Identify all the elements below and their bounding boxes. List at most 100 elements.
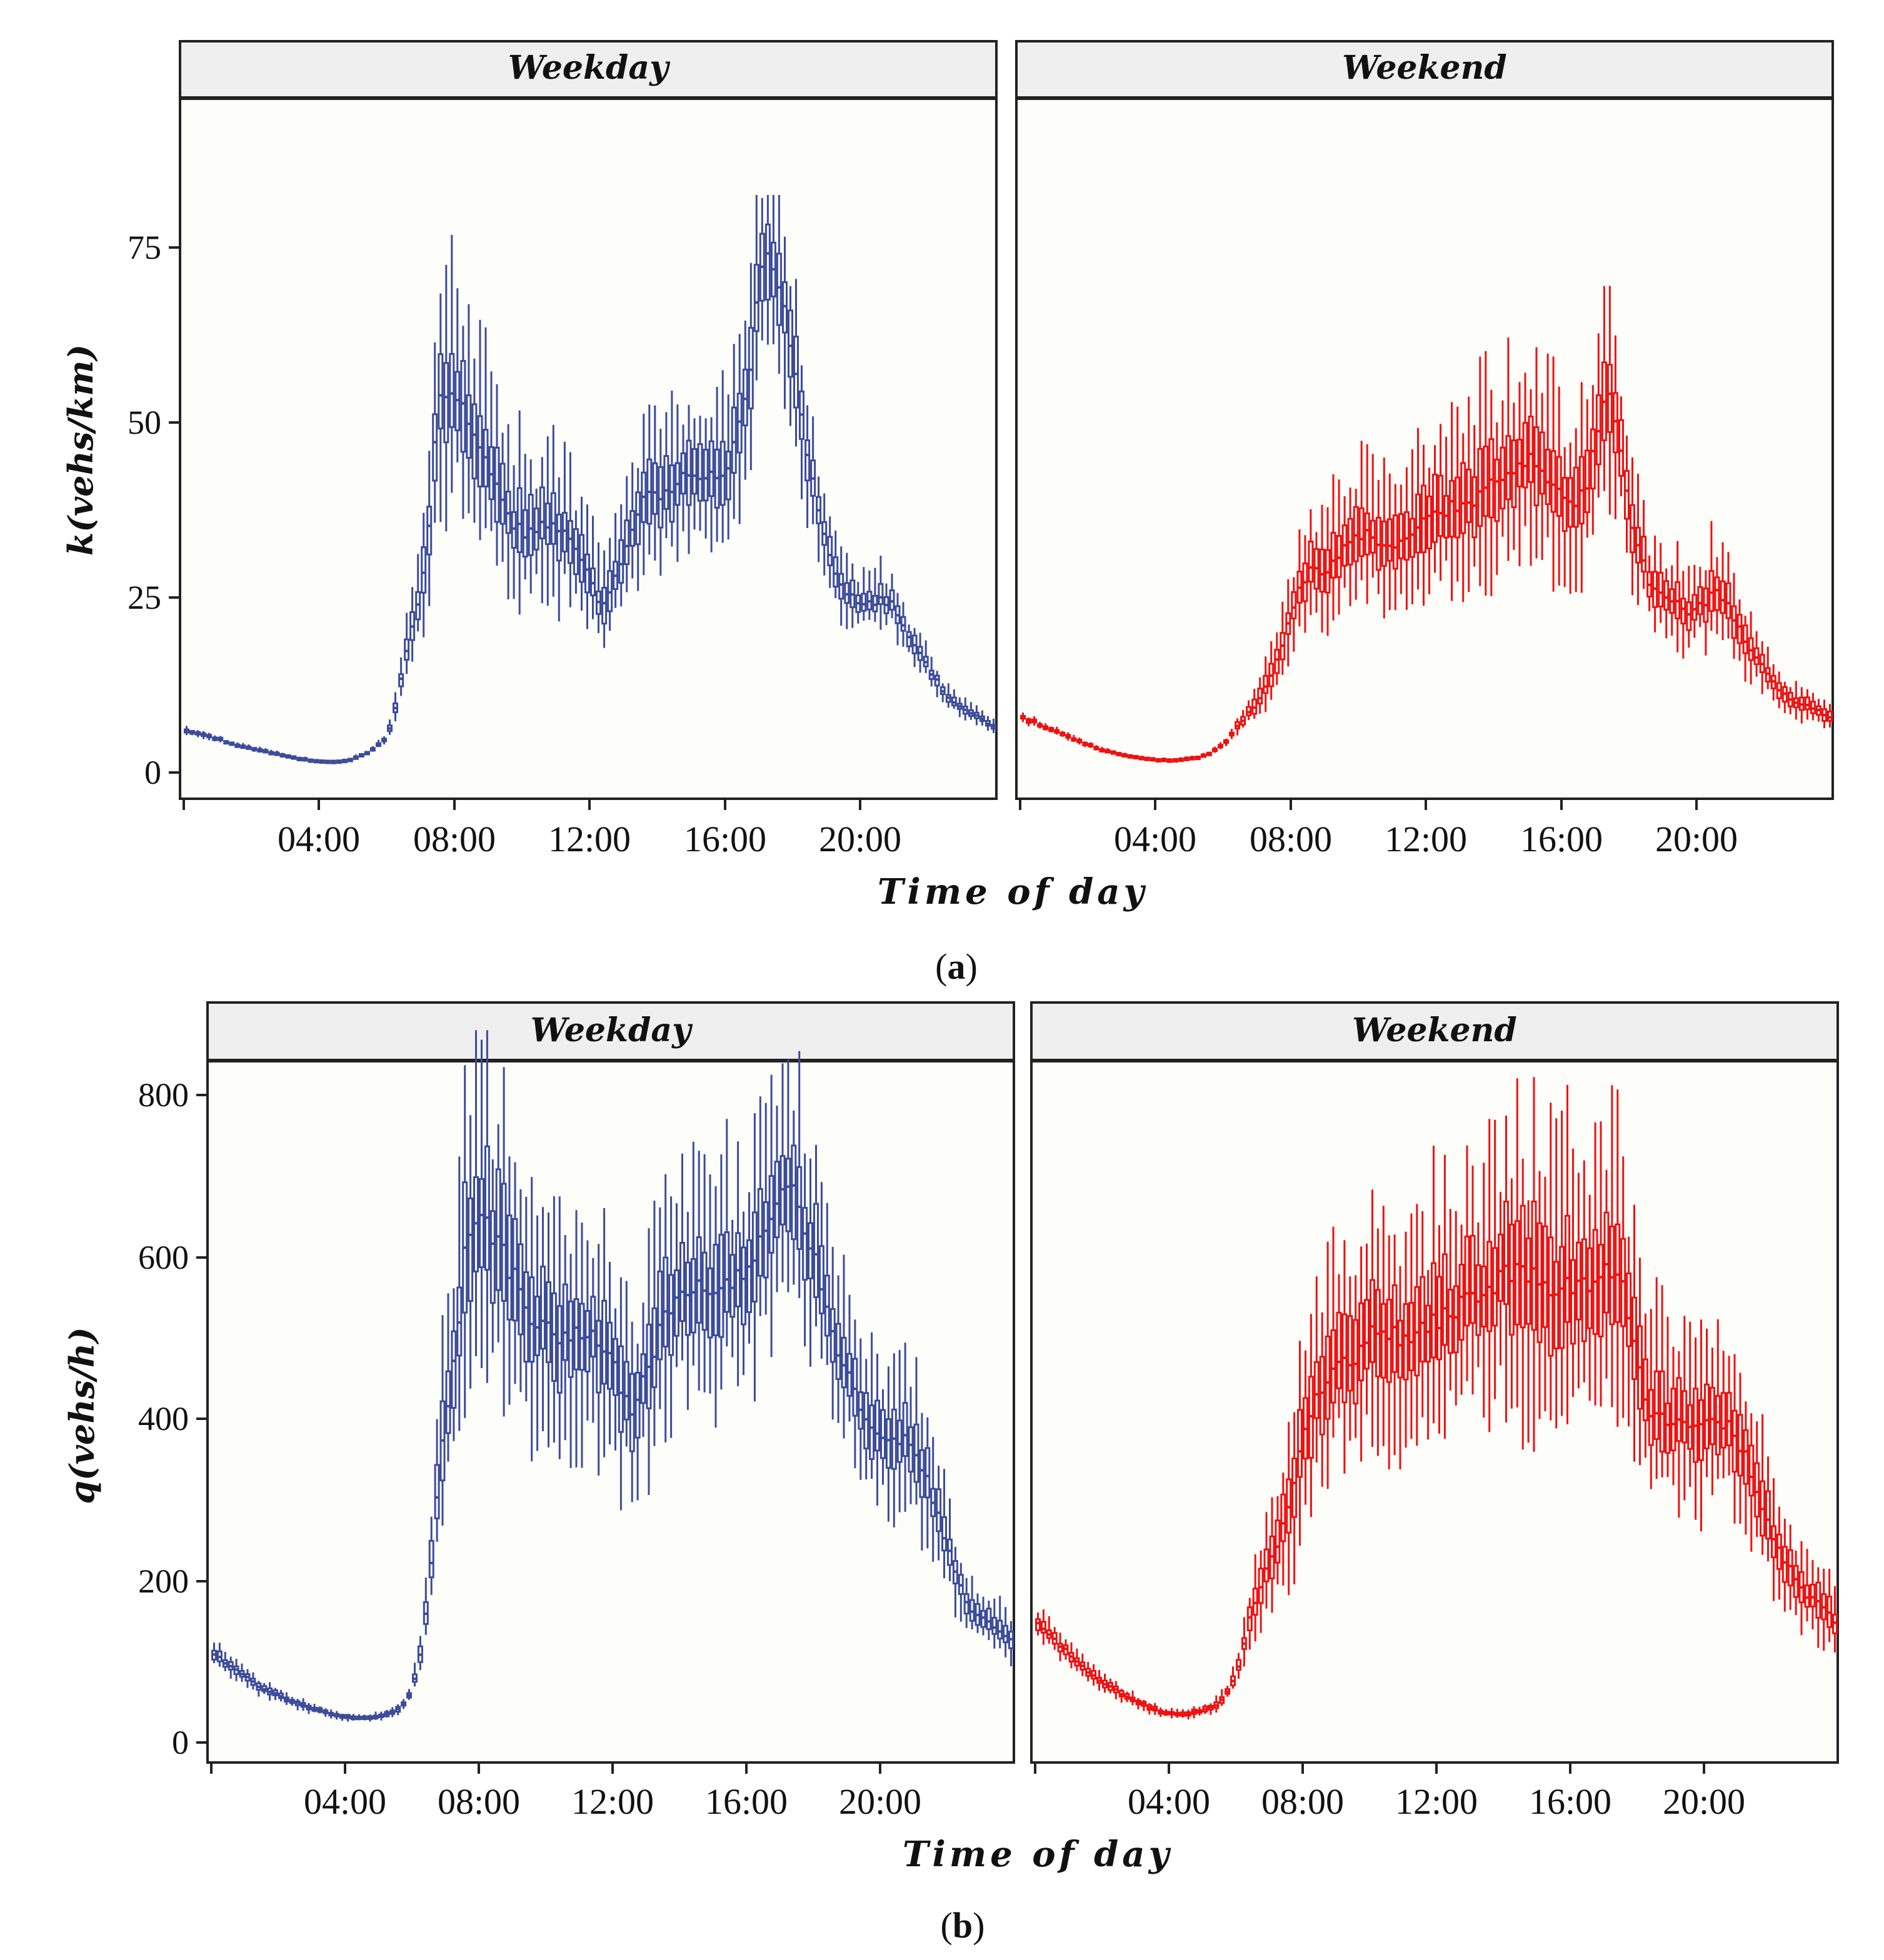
- box: [936, 1488, 942, 1532]
- y-tick-label-b-200: 200: [138, 1562, 189, 1600]
- box: [1364, 512, 1370, 556]
- box: [1548, 1236, 1554, 1357]
- box: [561, 511, 568, 552]
- box: [1403, 1303, 1409, 1381]
- box: [1263, 1548, 1270, 1582]
- box: [668, 1274, 674, 1356]
- box: [1308, 541, 1314, 583]
- box: [426, 506, 433, 556]
- chart-a: k(vehs/km) Weekday 0 25 50 75: [61, 40, 1834, 987]
- box: [534, 1296, 541, 1356]
- box: [1336, 1311, 1342, 1389]
- y-axis-title-b: q(vehs/h): [62, 1327, 102, 1504]
- box: [421, 546, 427, 594]
- box: [1559, 1246, 1565, 1349]
- box: [852, 1358, 858, 1417]
- box: [684, 1261, 691, 1336]
- y-axis-title-a: k(vehs/km): [61, 344, 101, 556]
- box: [880, 1409, 886, 1459]
- x-axis-a-weekend: 04:00 08:00 12:00 16:00 20:00: [1019, 800, 1738, 859]
- box: [1691, 594, 1698, 621]
- box: [640, 1353, 646, 1404]
- y-tick-label-b-0: 0: [172, 1724, 189, 1761]
- box: [567, 520, 573, 564]
- box: [1832, 1613, 1838, 1634]
- x-tick-label-a-weekend-1200: 12:00: [1385, 819, 1467, 859]
- box: [1319, 1356, 1325, 1436]
- box: [841, 1336, 847, 1389]
- box: [1522, 422, 1528, 489]
- box: [1252, 1588, 1258, 1616]
- box: [1257, 688, 1263, 705]
- box: [1319, 548, 1325, 593]
- box: [1595, 394, 1601, 466]
- boxplot-marks-b-weekday: [211, 1030, 1014, 1722]
- box: [460, 360, 466, 453]
- box: [1742, 624, 1748, 654]
- box: [1556, 456, 1562, 517]
- box: [1449, 480, 1455, 538]
- box: [516, 487, 523, 553]
- box: [1781, 1546, 1788, 1583]
- box: [1737, 1414, 1743, 1477]
- box: [1550, 450, 1556, 513]
- y-axis-a: 0 25 50 75: [128, 229, 180, 791]
- box: [1370, 1279, 1375, 1363]
- box: [618, 1345, 624, 1433]
- box: [833, 556, 839, 588]
- box: [1539, 431, 1545, 495]
- boxplot-marks-b-weekend: [1035, 1077, 1838, 1720]
- strip-b-weekend: [1030, 1001, 1839, 1061]
- box: [708, 440, 714, 498]
- box: [718, 1234, 724, 1338]
- box: [804, 439, 811, 482]
- box: [1715, 1395, 1721, 1456]
- box: [1698, 1399, 1704, 1461]
- box: [528, 494, 534, 556]
- box: [768, 1175, 774, 1254]
- box: [1470, 1234, 1476, 1324]
- box: [1570, 1259, 1576, 1345]
- box: [1477, 448, 1483, 528]
- box: [793, 336, 799, 409]
- box: [1609, 1226, 1615, 1326]
- box: [1453, 1285, 1459, 1354]
- box: [742, 368, 748, 427]
- box: [428, 1539, 434, 1579]
- box: [1704, 1383, 1710, 1449]
- box: [861, 592, 867, 612]
- box: [663, 1256, 669, 1348]
- box: [1386, 518, 1393, 562]
- box: [539, 486, 545, 540]
- box: [908, 1426, 914, 1473]
- y-tick-label-b-600: 600: [138, 1239, 189, 1276]
- box: [906, 631, 912, 648]
- box: [1573, 466, 1579, 528]
- box: [1659, 1370, 1665, 1453]
- box: [1561, 477, 1568, 532]
- box: [601, 586, 608, 625]
- box: [1381, 520, 1387, 567]
- box: [584, 553, 590, 594]
- box: [1035, 1618, 1041, 1631]
- box: [432, 413, 438, 482]
- box: [1624, 469, 1630, 520]
- box: [1498, 1233, 1503, 1302]
- box: [556, 1305, 563, 1394]
- box: [1466, 468, 1472, 523]
- box: [623, 1361, 629, 1421]
- box: [651, 1307, 658, 1388]
- x-tick-label-b-weekday-2000: 20:00: [839, 1781, 921, 1822]
- box: [813, 1202, 819, 1298]
- facet-b-weekday: Weekday 0 200 400 600 800: [138, 1001, 1015, 1822]
- box: [551, 1292, 557, 1382]
- box: [1514, 1220, 1520, 1326]
- box: [725, 451, 731, 501]
- box: [919, 1449, 925, 1498]
- box: [484, 1145, 490, 1271]
- box: [544, 502, 551, 546]
- box: [1793, 1564, 1799, 1598]
- box: [438, 353, 444, 430]
- box: [1391, 1284, 1398, 1373]
